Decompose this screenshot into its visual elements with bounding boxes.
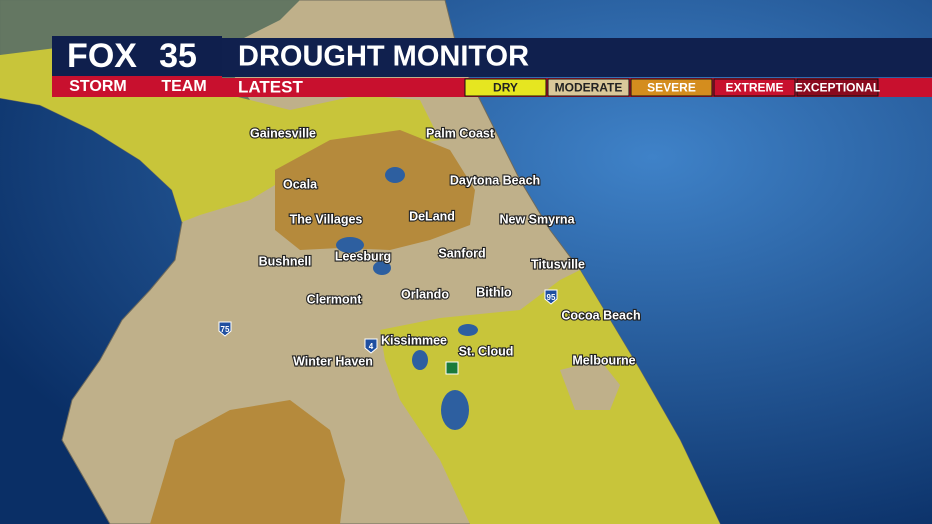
legend-label: DRY: [493, 81, 518, 95]
logo-box: [52, 36, 222, 76]
region-severe-south: [150, 400, 345, 524]
city-label: Daytona Beach: [450, 173, 540, 187]
city-label: Palm Coast: [426, 126, 495, 140]
city-label: Cocoa Beach: [561, 308, 640, 322]
city-label: Bushnell: [259, 254, 312, 268]
city-label: Orlando: [401, 287, 449, 301]
city-label: Melbourne: [572, 353, 635, 367]
shield-label: 4: [369, 342, 374, 351]
city-label: DeLand: [409, 209, 455, 223]
city-label: Winter Haven: [293, 354, 373, 368]
shield-label: 95: [547, 293, 556, 302]
city-label: St. Cloud: [459, 344, 514, 358]
city-label: Clermont: [307, 292, 363, 306]
city-label: Ocala: [283, 177, 318, 191]
turnpike-shield: [445, 361, 459, 375]
region-severe: [275, 130, 475, 250]
city-label: The Villages: [290, 212, 363, 226]
legend-swatch: [630, 78, 713, 97]
legend-label: EXTREME: [725, 81, 783, 95]
city-label: Titusville: [531, 257, 585, 271]
logo-channel: 35: [159, 37, 197, 75]
title: DROUGHT MONITOR: [238, 41, 529, 73]
logo-team-2: TEAM: [161, 78, 206, 95]
legend-swatch: [796, 78, 879, 97]
legend-label: SEVERE: [647, 81, 696, 95]
legend-swatch: [464, 78, 547, 97]
subtitle: LATEST: [238, 77, 303, 96]
shield: [364, 338, 378, 354]
logo-brand: FOX: [67, 37, 137, 75]
city-label: Gainesville: [250, 126, 316, 140]
city-labels: Gainesville Palm Coast Ocala Daytona Bea…: [249, 125, 642, 369]
logo-team-1: STORM: [69, 78, 126, 95]
legend-label: EXCEPTIONAL: [795, 81, 880, 95]
shield: [218, 321, 232, 337]
city-label: Leesburg: [335, 249, 391, 263]
city-label: Kissimmee: [381, 333, 447, 347]
shield: [544, 289, 558, 305]
logo-team-bar: [52, 76, 222, 97]
legend: DRY MODERATE SEVERE EXTREME EXCEPTIONAL: [464, 78, 880, 97]
region-moderate-pocket: [560, 360, 620, 410]
legend-label: MODERATE: [555, 81, 623, 95]
shield-label: 75: [221, 325, 230, 334]
city-label: New Smyrna: [499, 212, 575, 226]
lakes: [336, 167, 478, 430]
city-label: Sanford: [438, 246, 485, 260]
legend-swatch: [713, 78, 796, 97]
city-label: Bithlo: [476, 285, 512, 299]
legend-swatch: [547, 78, 630, 97]
title-bar: [222, 38, 932, 77]
highway-shields: 75 4 95: [218, 289, 558, 375]
